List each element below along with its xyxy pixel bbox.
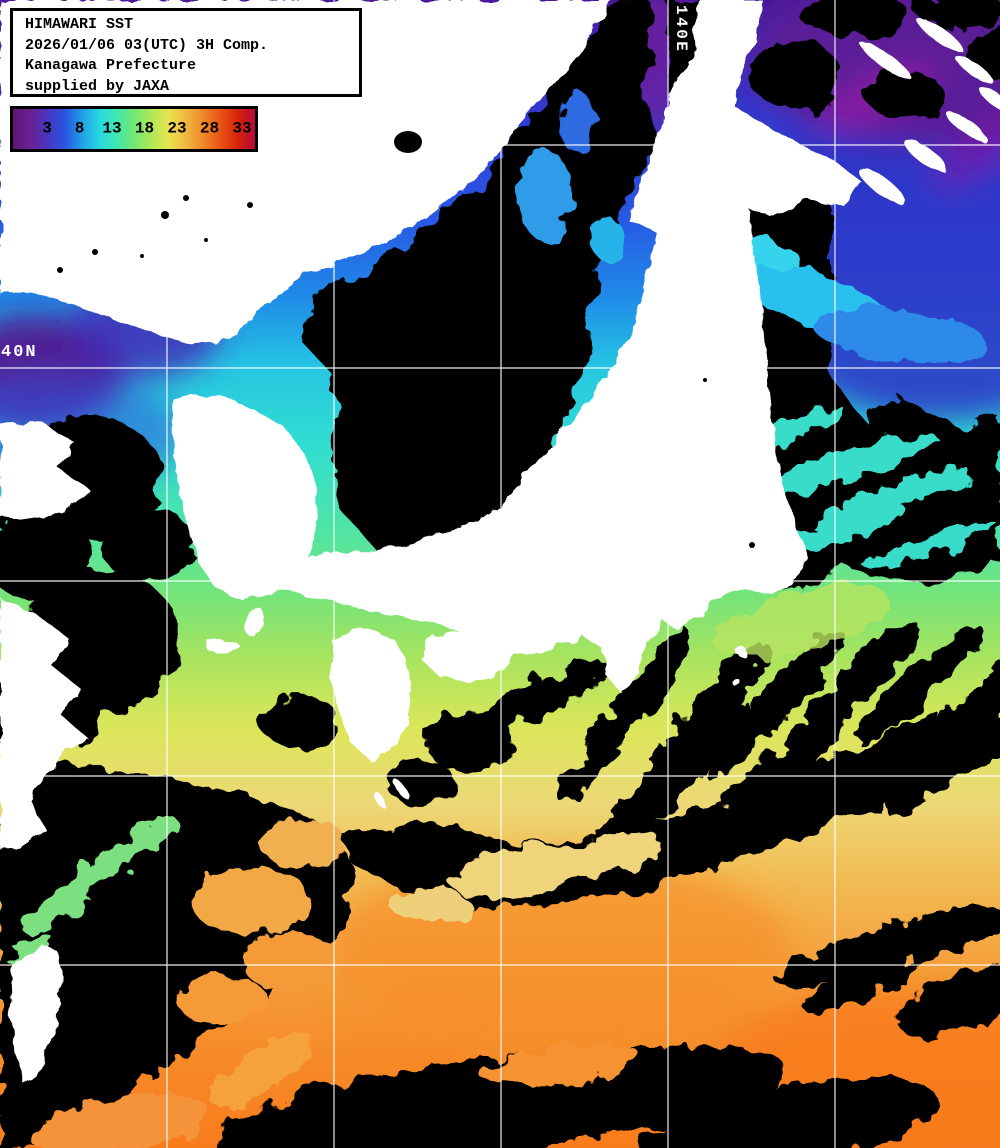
land-taiwan	[10, 944, 63, 1084]
title-box: HIMAWARI SST 2026/01/06 03(UTC) 3H Comp.…	[10, 8, 362, 97]
land-china-coast-north	[0, 422, 90, 520]
title-line-credit: supplied by JAXA	[25, 77, 170, 95]
colorbar-tick-18: 18	[134, 119, 155, 138]
colorbar: 3 8 13 18 23 28 33	[10, 106, 258, 152]
land-jeju	[205, 639, 239, 653]
land-korea	[172, 394, 318, 601]
colorbar-tick-3: 3	[42, 119, 52, 138]
longitude-label-140e: 140E	[672, 5, 690, 54]
colorbar-tick-33: 33	[232, 119, 252, 138]
land-kyushu	[329, 629, 412, 761]
land-sado	[607, 440, 637, 464]
colorbar-tick-8: 8	[74, 119, 85, 138]
land-shikoku	[421, 629, 516, 683]
land-china-coast-south	[0, 598, 90, 850]
title-line-datetime: 2026/01/06 03(UTC) 3H Comp.	[25, 36, 269, 54]
latitude-label-40n: 40N	[1, 343, 38, 362]
inland-specks	[57, 131, 755, 548]
title-line-product: HIMAWARI SST	[25, 16, 134, 33]
land-layer	[0, 0, 1000, 1084]
land-tsushima	[246, 607, 264, 637]
colorbar-tick-28: 28	[199, 119, 220, 138]
colorbar-tick-23: 23	[167, 119, 187, 138]
title-line-region: Kanagawa Prefecture	[25, 57, 197, 74]
colorbar-gradient	[13, 109, 255, 149]
land-honshu	[246, 148, 808, 694]
colorbar-tick-13: 13	[102, 119, 122, 138]
